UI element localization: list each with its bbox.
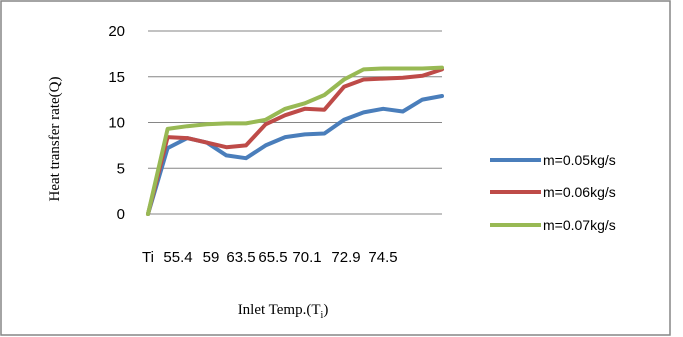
series-lines <box>146 65 444 216</box>
x-tick-label: 59 <box>203 249 220 266</box>
x-tick-labels: Ti 55.4 59 63.5 65.5 70.1 72.9 74.5 <box>142 249 398 266</box>
x-tick-label: 72.9 <box>331 249 360 266</box>
series-line-2 <box>146 67 444 216</box>
y-tick-label: 20 <box>108 23 125 40</box>
grid-lines <box>148 30 442 215</box>
y-tick-labels: 0 5 10 15 20 <box>108 23 125 223</box>
y-tick-label: 5 <box>117 160 125 177</box>
x-tick-label: 74.5 <box>368 249 397 266</box>
series-line-3 <box>146 65 444 216</box>
y-tick-label: 0 <box>117 206 125 223</box>
x-axis-title-open-paren: (T <box>306 302 320 318</box>
x-tick-label: 55.4 <box>163 249 192 266</box>
x-axis-title: Inlet Temp.(Ti) <box>238 302 329 321</box>
x-axis-title-main: Inlet Temp. <box>238 302 307 318</box>
x-tick-label: 63.5 <box>226 249 255 266</box>
y-tick-label: 10 <box>108 115 125 132</box>
x-axis-title-subscript: i <box>321 310 324 321</box>
legend: m=0.05kg/s m=0.06kg/s m=0.07kg/s <box>490 152 616 233</box>
x-tick-label: 70.1 <box>292 249 321 266</box>
x-tick-label: Ti <box>142 249 154 266</box>
y-axis-title: Heat transfer rate(Q) <box>47 77 63 202</box>
legend-label: m=0.05kg/s <box>543 152 616 168</box>
legend-label: m=0.07kg/s <box>543 217 616 233</box>
x-tick-label: 65.5 <box>258 249 287 266</box>
legend-label: m=0.06kg/s <box>543 184 616 200</box>
y-tick-label: 15 <box>108 69 125 86</box>
x-axis-title-close-paren: ) <box>323 302 328 318</box>
